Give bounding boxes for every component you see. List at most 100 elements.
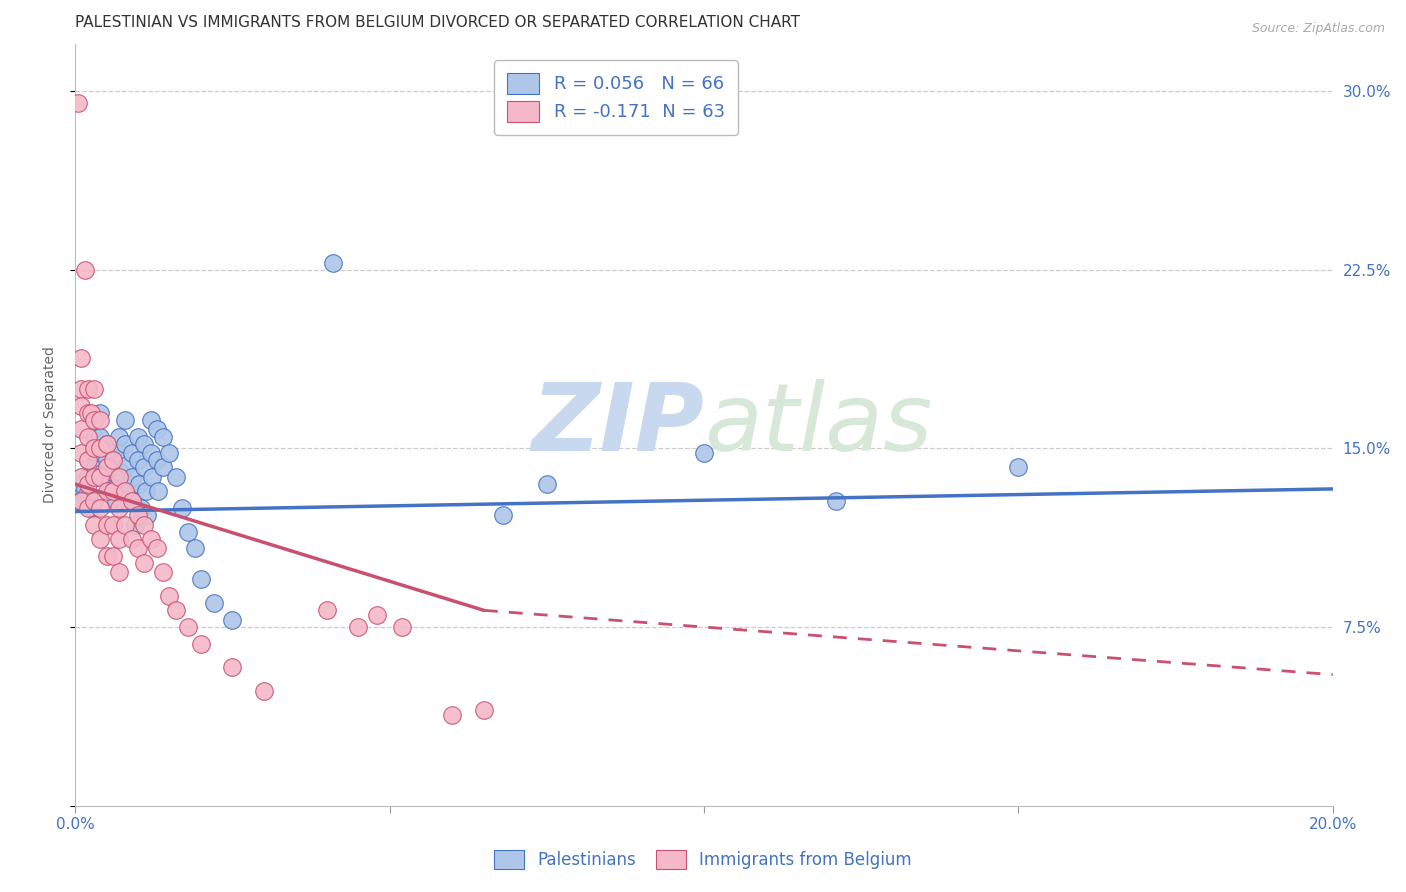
Point xyxy=(70,399,93,413)
Point xyxy=(110,465,132,479)
Point xyxy=(96,436,118,450)
Point xyxy=(70,493,93,508)
Point xyxy=(83,413,105,427)
Point xyxy=(70,477,93,491)
Point xyxy=(127,453,149,467)
Point xyxy=(96,517,118,532)
Point xyxy=(101,549,124,563)
Point xyxy=(141,470,163,484)
Point xyxy=(89,500,111,515)
Point xyxy=(114,484,136,499)
Point xyxy=(83,442,105,456)
Point xyxy=(96,453,118,467)
Point xyxy=(190,637,212,651)
Point xyxy=(89,470,111,484)
Point xyxy=(134,436,156,450)
Point xyxy=(77,489,100,503)
Point xyxy=(165,470,187,484)
Point xyxy=(80,500,103,515)
Point xyxy=(492,508,515,522)
Point xyxy=(111,484,134,499)
Point xyxy=(152,429,174,443)
Point xyxy=(115,458,138,472)
Point xyxy=(129,500,152,515)
Point xyxy=(86,470,108,484)
Point xyxy=(121,470,143,484)
Point xyxy=(146,422,169,436)
Point xyxy=(693,446,716,460)
Point xyxy=(96,460,118,475)
Point xyxy=(114,436,136,450)
Point xyxy=(76,489,98,503)
Point xyxy=(89,406,111,420)
Point xyxy=(221,613,243,627)
Point xyxy=(108,429,131,443)
Point xyxy=(253,684,276,698)
Point xyxy=(366,608,388,623)
Point xyxy=(315,603,337,617)
Point xyxy=(83,493,105,508)
Point xyxy=(136,508,159,522)
Point xyxy=(103,482,125,496)
Point xyxy=(83,517,105,532)
Point xyxy=(148,484,170,499)
Point xyxy=(76,382,98,396)
Point xyxy=(70,351,93,365)
Point xyxy=(89,429,111,443)
Point xyxy=(76,406,98,420)
Point xyxy=(70,382,93,396)
Point xyxy=(93,465,115,479)
Point xyxy=(114,517,136,532)
Point xyxy=(96,484,118,499)
Point xyxy=(76,477,98,491)
Point xyxy=(70,470,93,484)
Point xyxy=(139,532,162,546)
Point xyxy=(83,446,105,460)
Point xyxy=(152,460,174,475)
Point xyxy=(177,620,200,634)
Point xyxy=(134,460,156,475)
Point xyxy=(441,708,464,723)
Point xyxy=(108,470,131,484)
Point xyxy=(76,500,98,515)
Legend: R = 0.056   N = 66, R = -0.171  N = 63: R = 0.056 N = 66, R = -0.171 N = 63 xyxy=(495,61,738,135)
Point xyxy=(135,484,157,499)
Point xyxy=(73,263,96,277)
Point xyxy=(134,517,156,532)
Point xyxy=(472,703,495,717)
Point xyxy=(76,453,98,467)
Point xyxy=(347,620,370,634)
Y-axis label: Divorced or Separated: Divorced or Separated xyxy=(44,346,58,503)
Point xyxy=(165,603,187,617)
Point xyxy=(84,460,107,475)
Point xyxy=(202,596,225,610)
Point xyxy=(127,429,149,443)
Point xyxy=(83,470,105,484)
Point xyxy=(221,660,243,674)
Point xyxy=(121,446,143,460)
Point xyxy=(108,446,131,460)
Point xyxy=(101,484,124,499)
Point xyxy=(97,470,120,484)
Point xyxy=(70,422,93,436)
Point xyxy=(121,493,143,508)
Point xyxy=(322,256,344,270)
Text: Source: ZipAtlas.com: Source: ZipAtlas.com xyxy=(1251,22,1385,36)
Point xyxy=(391,620,413,634)
Legend: Palestinians, Immigrants from Belgium: Palestinians, Immigrants from Belgium xyxy=(484,840,922,880)
Point xyxy=(159,446,181,460)
Point xyxy=(128,477,150,491)
Point xyxy=(122,493,145,508)
Point xyxy=(101,517,124,532)
Point xyxy=(139,413,162,427)
Point xyxy=(89,532,111,546)
Point xyxy=(170,500,193,515)
Point xyxy=(80,406,103,420)
Point xyxy=(190,573,212,587)
Point xyxy=(124,517,146,532)
Point xyxy=(159,589,181,603)
Point xyxy=(76,453,98,467)
Point xyxy=(67,96,90,111)
Point xyxy=(134,556,156,570)
Point xyxy=(127,541,149,556)
